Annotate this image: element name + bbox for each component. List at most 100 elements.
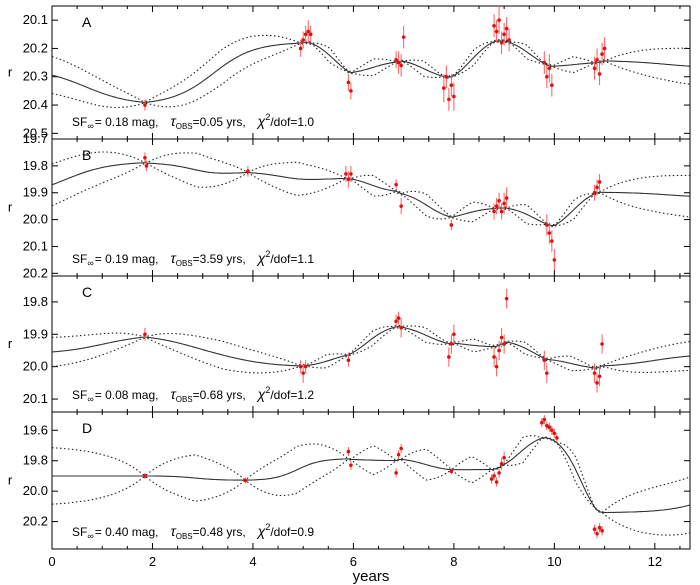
sf-subscript: ∞ xyxy=(87,258,93,268)
panel-b: 19.7 19.8 19.9 20.0 20.1 20.2 r B SF∞= 0.19 mag,… xyxy=(8,131,691,280)
data-point xyxy=(494,29,499,34)
data-point xyxy=(306,29,311,34)
panel-letter: C xyxy=(82,284,92,300)
data-point xyxy=(444,74,449,79)
data-point xyxy=(499,209,504,214)
panel-c: 19.8 19.9 20.0 20.1 r C SF∞= 0.08 mag, τOBS=0.6… xyxy=(8,275,691,413)
y-tick-label: 20.1 xyxy=(23,238,48,253)
panel-stats: SF∞= 0.18 mag, τOBS=0.05 yrs, χ2/dof=1.0 xyxy=(72,112,314,131)
data-point xyxy=(492,24,496,28)
envelope-upper-line xyxy=(52,34,690,102)
x-tick-label: 6 xyxy=(350,554,357,569)
data-point xyxy=(349,172,353,176)
data-point xyxy=(396,60,401,65)
data-point xyxy=(346,449,351,454)
data-point xyxy=(301,371,305,375)
data-point xyxy=(298,46,303,51)
y-tick-label: 19.7 xyxy=(23,131,48,146)
data-point xyxy=(595,531,599,536)
panel-letter: B xyxy=(82,147,91,163)
y-tick-label: 19.9 xyxy=(23,185,48,200)
data-point xyxy=(555,436,559,440)
data-point xyxy=(449,469,454,474)
data-point xyxy=(301,38,305,42)
y-tick-label: 20.0 xyxy=(23,483,48,498)
tau-value: =0.48 yrs, xyxy=(193,525,246,539)
model-group xyxy=(52,6,690,111)
data-point xyxy=(494,364,499,369)
data-point xyxy=(346,80,351,85)
data-point xyxy=(592,66,597,71)
data-point xyxy=(143,156,147,160)
data-point xyxy=(547,231,552,235)
chi-superscript: 2 xyxy=(265,249,270,259)
tau-label: τ xyxy=(170,386,176,402)
x-axis-label: years xyxy=(353,568,390,585)
data-point xyxy=(600,52,604,56)
data-point xyxy=(246,169,250,174)
data-point xyxy=(592,371,597,375)
chi-value: /dof=0.9 xyxy=(270,525,314,539)
data-point xyxy=(540,420,544,425)
tau-value: =0.68 yrs, xyxy=(193,388,246,402)
tau-label: τ xyxy=(170,113,176,129)
y-tick-label: 20.4 xyxy=(23,97,48,112)
data-point xyxy=(143,474,147,478)
data-point xyxy=(499,461,504,466)
sf-label: SF xyxy=(72,388,87,402)
data-point xyxy=(449,342,454,346)
x-tick-label: 12 xyxy=(648,554,662,569)
data-point xyxy=(344,172,348,176)
chi-superscript: 2 xyxy=(265,112,270,122)
data-point xyxy=(597,180,602,184)
y-tick-label: 19.8 xyxy=(23,453,48,468)
chi-value: /dof=1.0 xyxy=(270,115,314,129)
data-point xyxy=(545,74,549,79)
model-group xyxy=(52,415,690,539)
x-tick-label: 8 xyxy=(450,554,457,569)
data-point xyxy=(308,32,313,37)
data-point xyxy=(497,348,501,353)
model-line xyxy=(52,162,690,227)
data-point xyxy=(494,480,499,484)
data-point xyxy=(399,204,403,208)
y-tick-label: 20.3 xyxy=(23,69,48,84)
y-axis-label: r xyxy=(8,65,13,80)
sf-value: = 0.18 mag, xyxy=(95,115,159,129)
model-line xyxy=(52,326,690,369)
data-point xyxy=(542,358,547,362)
data-point xyxy=(545,223,549,227)
envelope-upper-line xyxy=(52,435,690,513)
tau-label: τ xyxy=(170,250,176,266)
data-point xyxy=(349,89,353,93)
data-point xyxy=(394,319,398,324)
data-point xyxy=(542,417,547,422)
data-point xyxy=(504,26,509,31)
x-tick-label: 0 xyxy=(48,554,55,569)
x-tick-label: 4 xyxy=(249,554,256,569)
envelope-lower-line xyxy=(52,163,690,228)
data-point xyxy=(492,355,496,359)
y-tick-label: 20.0 xyxy=(23,212,48,227)
data-point xyxy=(143,103,147,107)
data-point xyxy=(552,431,557,436)
data-point xyxy=(394,182,398,187)
data-point xyxy=(303,364,308,369)
model-line xyxy=(52,437,690,514)
data-point xyxy=(449,223,454,227)
sf-subscript: ∞ xyxy=(87,394,93,404)
data-point xyxy=(595,185,599,190)
y-tick-label: 20.2 xyxy=(23,265,48,280)
data-point xyxy=(401,35,406,39)
data-point xyxy=(597,374,602,379)
data-point xyxy=(502,342,506,346)
data-point xyxy=(550,239,554,243)
y-tick-label: 19.9 xyxy=(23,326,48,341)
chi-superscript: 2 xyxy=(265,385,270,395)
y-tick-label: 19.8 xyxy=(23,158,48,173)
data-point xyxy=(595,381,599,385)
sf-label: SF xyxy=(72,252,87,266)
tau-subscript: OBS xyxy=(176,532,193,541)
data-point xyxy=(452,94,456,99)
